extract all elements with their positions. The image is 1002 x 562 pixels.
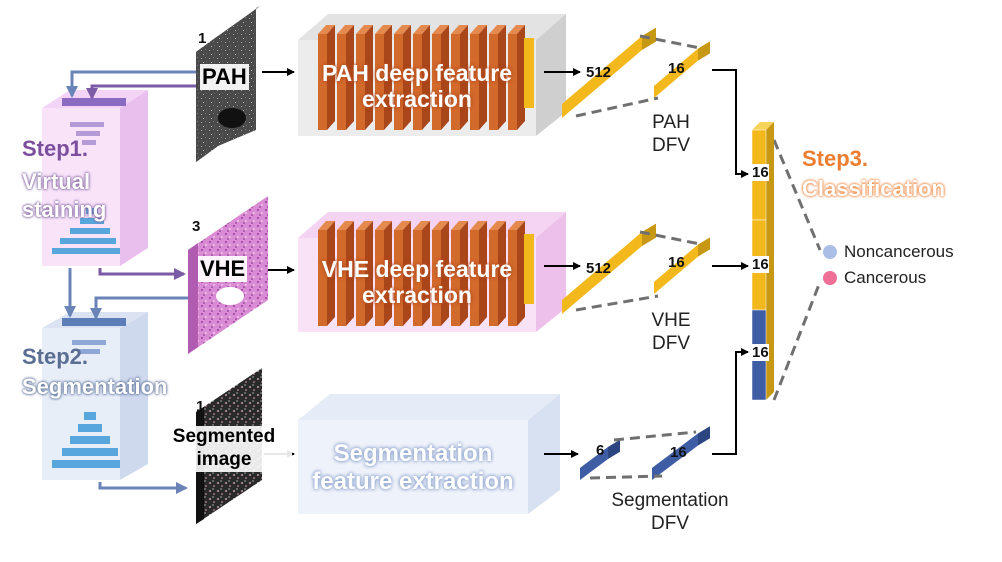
step1-title: Step1. — [22, 136, 89, 161]
conv-layer — [489, 221, 506, 326]
conv-layer — [413, 25, 430, 130]
vhe-dfv-label: VHE DFV — [651, 310, 691, 354]
step3-subtitle: Classification — [802, 176, 946, 201]
conv-layer — [394, 221, 411, 326]
conv-layer — [356, 221, 373, 326]
conv-layer — [375, 25, 392, 130]
conv-layer — [318, 25, 335, 130]
step1-subtitle: Virtual staining — [22, 169, 107, 222]
legend-dot-cancerous — [823, 271, 837, 285]
pah-extractor-label: PAH deep feature extraction — [321, 60, 512, 113]
step-flow-arrows — [64, 70, 196, 494]
step2-subtitle: Segmentation — [22, 374, 168, 399]
concat-dim-3: 16 — [752, 344, 769, 361]
dfv-to-concat-connectors — [712, 69, 749, 455]
conv-layer — [470, 25, 487, 130]
conv-layer — [375, 221, 392, 326]
output-layer — [524, 38, 534, 108]
step2-title: Step2. — [22, 344, 89, 369]
legend-dot-noncancerous — [823, 245, 837, 259]
step1-model-block — [42, 90, 148, 266]
concat-dim-1: 16 — [752, 164, 769, 181]
vhe-channels: 3 — [192, 218, 201, 235]
feature-vectors — [562, 27, 710, 480]
pah-dim-out: 16 — [668, 60, 685, 77]
conv-layer — [470, 221, 487, 326]
conv-layer — [337, 25, 354, 130]
pah-dfv-label: PAH DFV — [652, 112, 690, 156]
step1-network-icon — [52, 98, 126, 254]
pah-16-vector — [654, 41, 710, 98]
vhe-conv-layers — [318, 221, 534, 326]
output-layer — [524, 234, 534, 304]
conv-layer — [432, 221, 449, 326]
seg-channels: 1 — [196, 398, 205, 415]
step3-title: Step3. — [802, 146, 869, 171]
pah-label: PAH — [200, 64, 249, 90]
vhe-dim-out: 16 — [668, 254, 685, 271]
conv-layer — [451, 221, 468, 326]
seg-dfv-label: Segmentation DFV — [611, 490, 729, 534]
pah-dim-in: 512 — [586, 64, 612, 81]
seg-16-vector — [652, 426, 710, 480]
concat-dim-2: 16 — [752, 256, 769, 273]
seg-extractor-label: Segmentation feature extraction — [312, 440, 514, 495]
conv-layer — [413, 221, 430, 326]
pah-conv-layers — [318, 25, 534, 130]
conv-layer — [337, 221, 354, 326]
conv-layer — [356, 25, 373, 130]
vhe-16-vector — [654, 237, 710, 294]
pah-extractor-box — [298, 14, 566, 136]
legend-noncancerous: Noncancerous — [844, 242, 954, 261]
conv-layer — [508, 25, 525, 130]
pah-channels: 1 — [198, 30, 207, 47]
vhe-dim-in: 512 — [586, 260, 612, 277]
conv-layer — [432, 25, 449, 130]
conv-layer — [508, 221, 525, 326]
seg-dim-out: 16 — [670, 444, 687, 461]
vhe-extractor-label: VHE deep feature extraction — [321, 256, 513, 309]
step2-network-icon — [52, 318, 126, 468]
projection-dashes — [575, 34, 822, 480]
step2-model-block — [42, 312, 148, 480]
conv-layer — [489, 25, 506, 130]
seg-label: Segmented image — [156, 426, 292, 472]
conv-layer — [394, 25, 411, 130]
seg-dim-in: 6 — [596, 442, 605, 459]
seg-6-vector — [580, 439, 620, 480]
legend-cancerous: Cancerous — [844, 268, 927, 287]
vhe-label: VHE — [198, 256, 248, 282]
seg-extractor-box — [298, 394, 560, 514]
conv-layer — [451, 25, 468, 130]
conv-layer — [318, 221, 335, 326]
vhe-extractor-box — [298, 212, 566, 332]
